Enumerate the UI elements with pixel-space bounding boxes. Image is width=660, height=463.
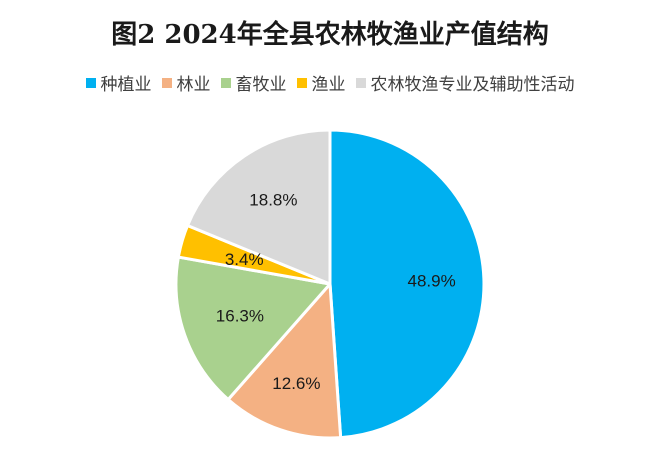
- legend-label-planting: 种植业: [100, 75, 152, 95]
- data-label-livestock: 16.3%: [216, 307, 264, 326]
- legend-item-livestock: 畜牧业: [220, 70, 287, 95]
- data-label-planting: 48.9%: [407, 272, 455, 291]
- legend-item-forestry: 林业: [161, 70, 211, 95]
- legend-item-fishery: 渔业: [296, 70, 346, 95]
- chart-title: 图2 2024年全县农林牧渔业产值结构: [111, 20, 549, 50]
- data-label-fishery: 3.4%: [225, 250, 264, 269]
- legend-swatch-planting: [85, 77, 96, 88]
- legend-swatch-fishery: [296, 77, 307, 88]
- legend-item-services: 农林牧渔专业及辅助性活动: [355, 70, 575, 95]
- pie-slice-livestock: [174, 255, 332, 402]
- legend-label-livestock: 畜牧业: [235, 75, 287, 95]
- legend: 种植业 林业 畜牧业 渔业 农林牧渔专业及辅助性活动: [0, 70, 660, 95]
- data-label-forestry: 12.6%: [272, 374, 320, 393]
- data-label-services: 18.8%: [249, 191, 297, 210]
- legend-swatch-services: [355, 77, 366, 88]
- pie-slice-services: [186, 128, 332, 286]
- legend-label-services: 农林牧渔专业及辅助性活动: [370, 75, 575, 95]
- pie-slice-planting: [328, 128, 486, 440]
- legend-swatch-forestry: [161, 77, 172, 88]
- legend-label-fishery: 渔业: [311, 75, 346, 95]
- pie-slice-forestry: [226, 282, 343, 440]
- legend-item-planting: 种植业: [85, 70, 152, 95]
- legend-swatch-livestock: [220, 77, 231, 88]
- legend-label-forestry: 林业: [176, 75, 211, 95]
